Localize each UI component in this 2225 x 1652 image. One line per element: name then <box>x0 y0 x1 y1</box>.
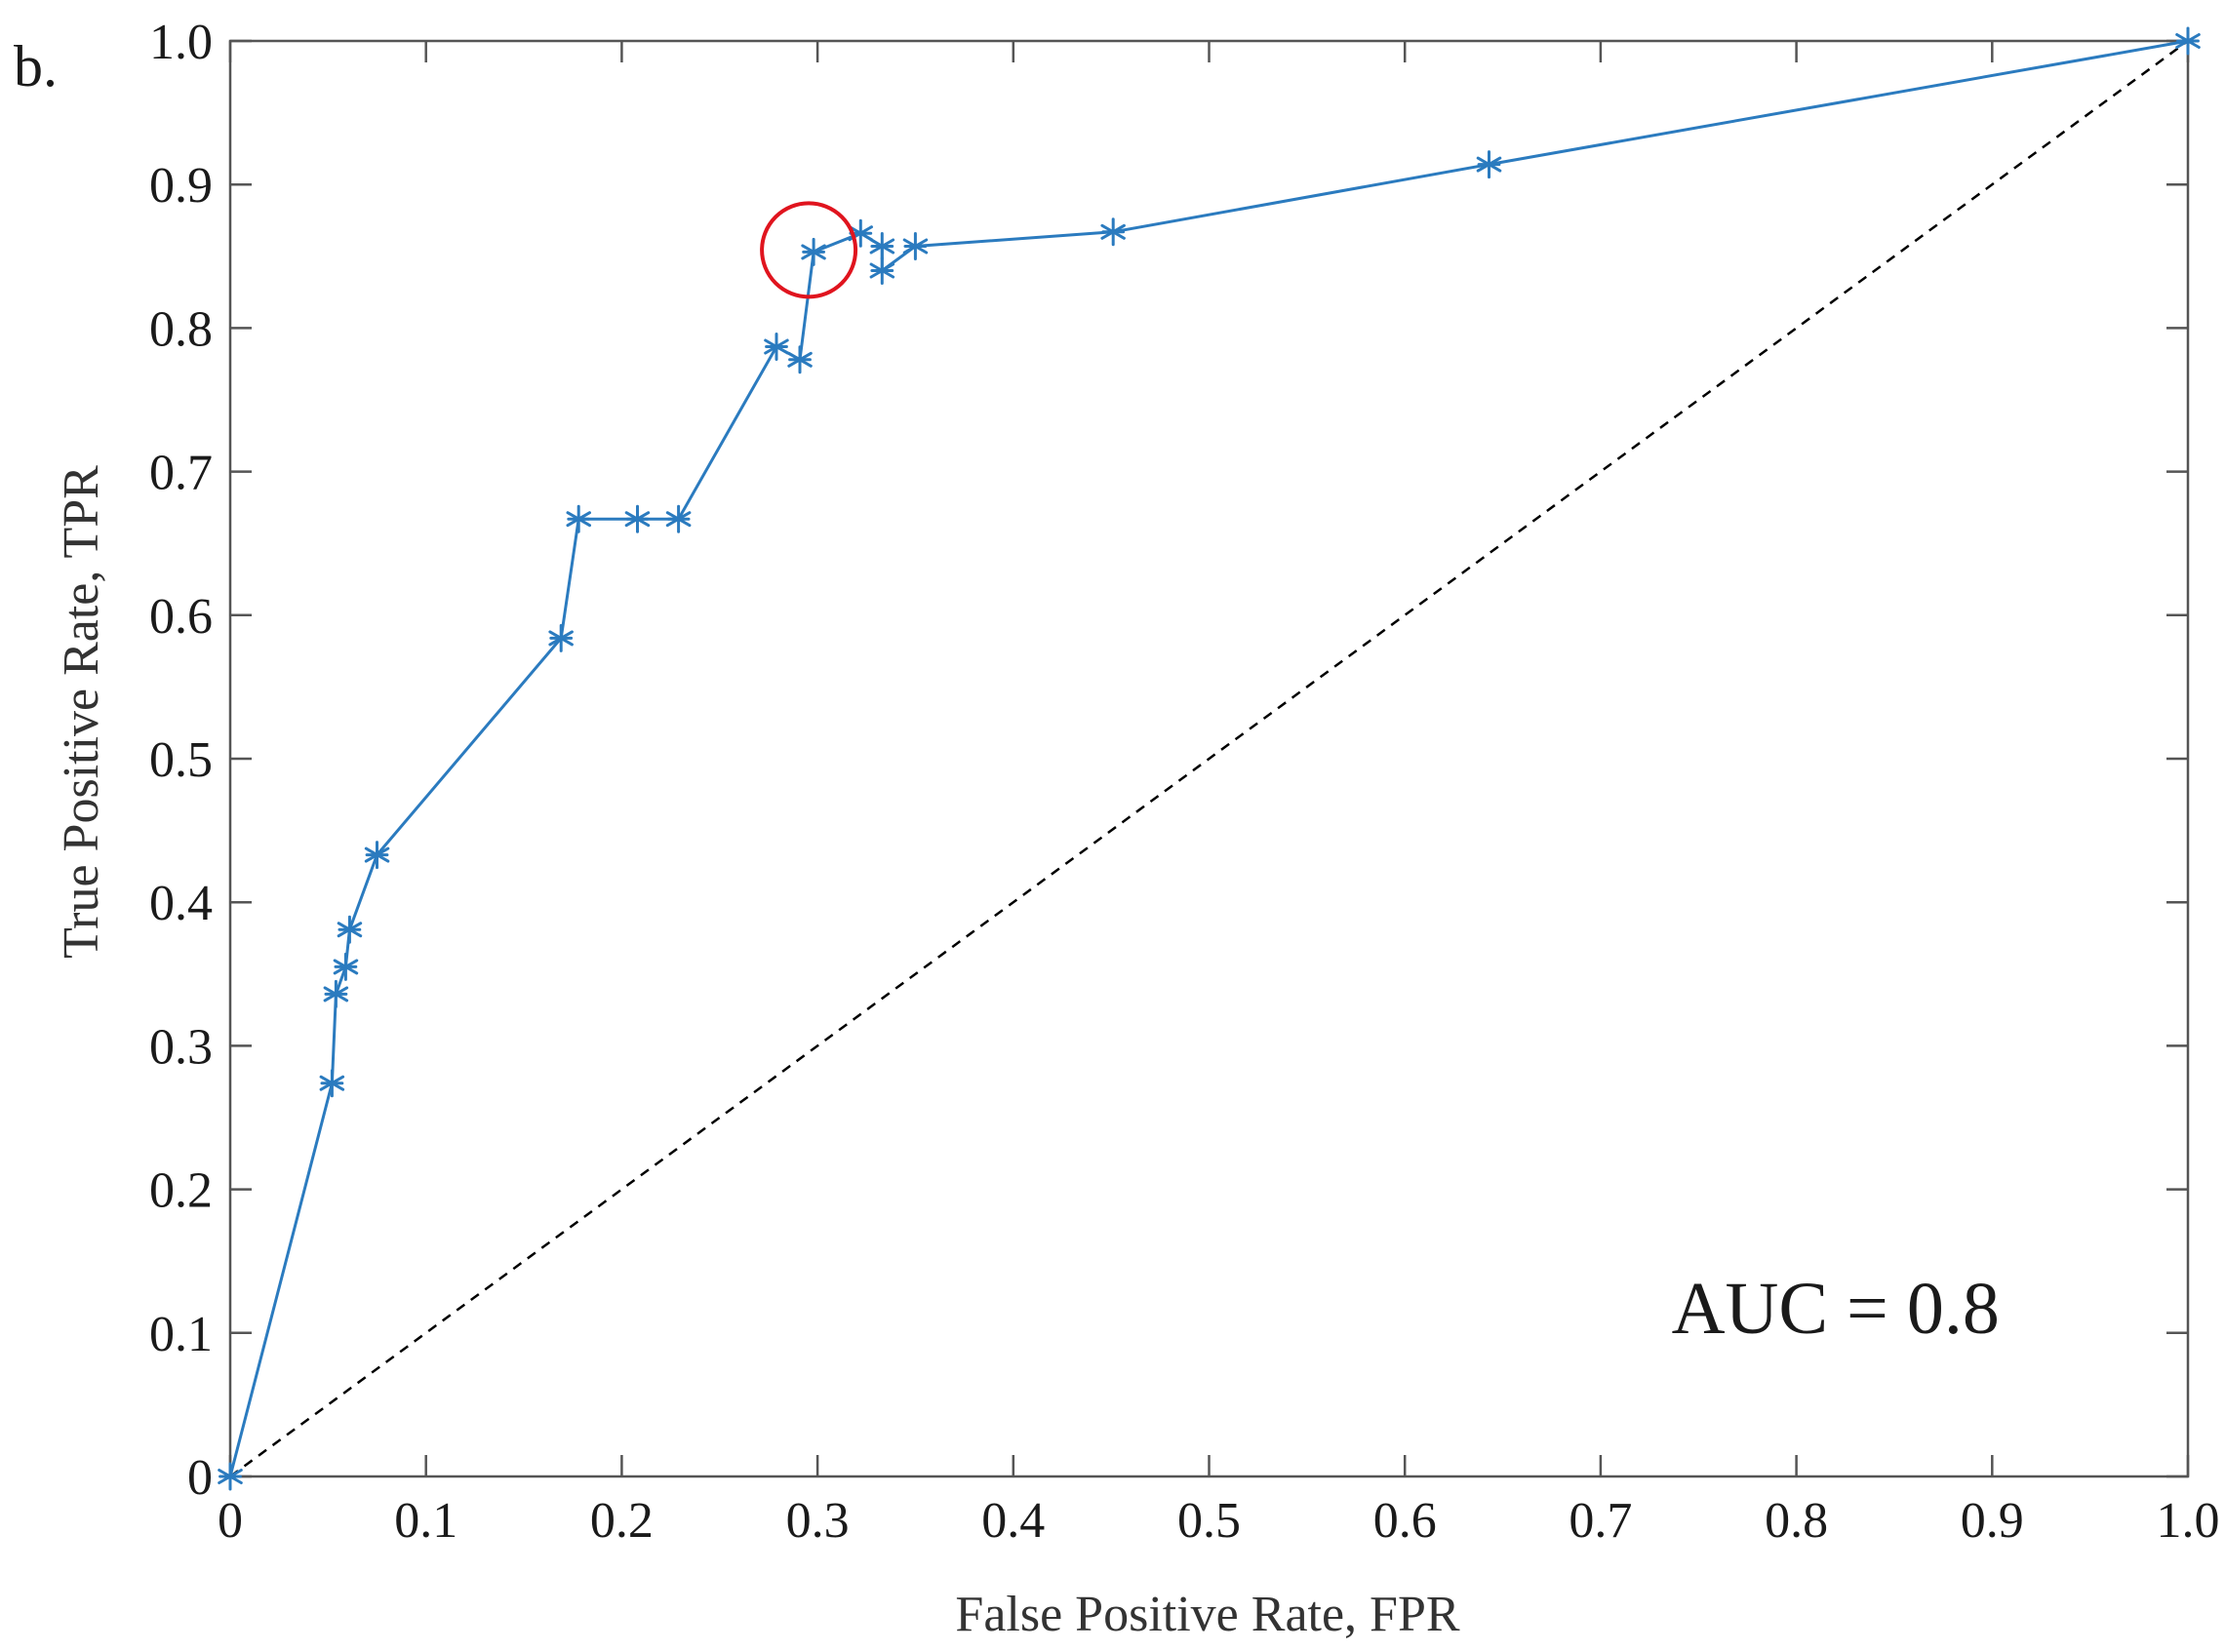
roc-point-marker <box>787 345 813 374</box>
optimal-point-highlight-circle <box>760 201 858 299</box>
y-axis-label: True Positive Rate, TPR <box>54 465 109 959</box>
y-tick-label: 0.3 <box>149 1019 213 1075</box>
x-axis-label: False Positive Rate, FPR <box>955 1587 1459 1642</box>
roc-point-marker <box>869 232 895 260</box>
x-tick-label: 0.6 <box>1373 1493 1437 1549</box>
plot-area: 0 0.1 0.2 0.3 0.4 0.5 0.6 0.7 0.8 0.9 1.0 0 0.1 0.2 0.… <box>149 15 2220 1549</box>
panel-label: b. <box>14 34 58 98</box>
roc-point-marker <box>566 504 591 533</box>
auc-annotation: AUC = 0.8 <box>1672 1268 2000 1350</box>
y-tick-label: 0.8 <box>149 301 213 357</box>
x-tick-label: 0.3 <box>786 1493 850 1549</box>
y-tick-label: 0 <box>187 1450 213 1506</box>
roc-point-marker <box>323 979 349 1008</box>
roc-point-marker <box>624 504 651 533</box>
x-tick-label: 0.4 <box>981 1493 1045 1549</box>
y-tick-label: 0.6 <box>149 589 213 645</box>
roc-point-marker <box>902 232 929 260</box>
y-tick-label: 0.4 <box>149 876 213 931</box>
y-tick-label: 0.9 <box>149 158 213 214</box>
roc-point-marker <box>218 1462 243 1491</box>
x-tick-label: 0.5 <box>1177 1493 1241 1549</box>
x-tick-label: 0.2 <box>590 1493 654 1549</box>
roc-point-marker <box>337 915 363 944</box>
roc-point-marker <box>1476 150 1502 179</box>
roc-point-marker <box>364 841 390 870</box>
x-tick-label: 1.0 <box>2157 1493 2220 1549</box>
roc-point-marker <box>1100 217 1126 247</box>
roc-point-marker <box>665 504 692 533</box>
x-tick-label: 0.1 <box>394 1493 457 1549</box>
roc-point-marker <box>764 333 789 361</box>
y-tick-label: 0.5 <box>149 732 213 788</box>
roc-point-marker <box>548 623 574 652</box>
y-tick-label: 0.7 <box>149 446 213 501</box>
reference-diagonal-line <box>229 39 2189 1478</box>
roc-point-marker <box>319 1069 345 1098</box>
roc-point-marker <box>333 952 359 981</box>
y-tick-label: 0.2 <box>149 1163 213 1219</box>
y-tick-label: 1.0 <box>149 15 213 70</box>
y-tick-label: 0.1 <box>149 1307 213 1362</box>
x-tick-label: 0.9 <box>1961 1493 2024 1549</box>
roc-point-marker <box>801 237 826 266</box>
x-tick-label: 0 <box>218 1493 243 1549</box>
x-tick-label: 0.7 <box>1569 1493 1632 1549</box>
x-tick-label: 0.8 <box>1765 1493 1828 1549</box>
roc-point-marker <box>869 256 895 285</box>
roc-point-marker <box>2175 26 2201 56</box>
